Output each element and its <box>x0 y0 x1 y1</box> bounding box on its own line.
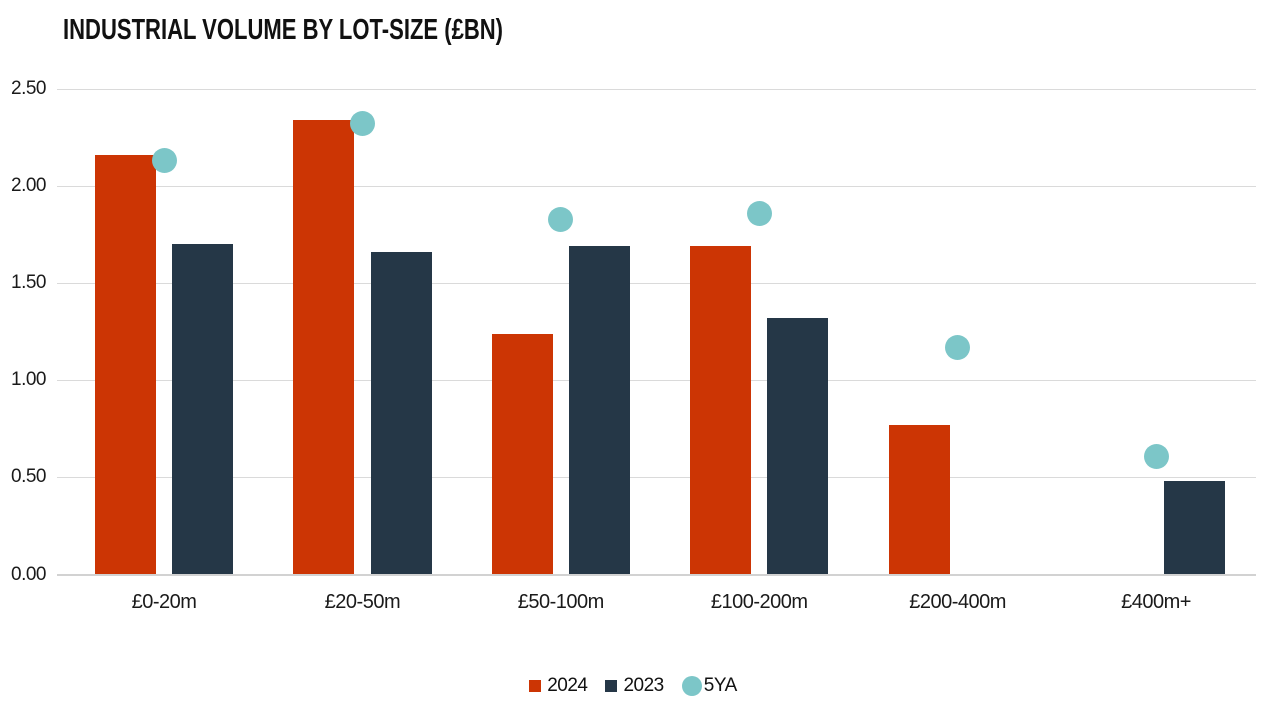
dot-5ya <box>1143 443 1169 469</box>
y-tick-label: 1.00 <box>11 369 46 391</box>
bar-2024 <box>491 333 553 575</box>
x-axis-label: £0-20m <box>131 591 197 613</box>
legend-swatch-5ya <box>681 676 702 696</box>
x-axis-line <box>57 573 1256 576</box>
legend-swatch-2023 <box>605 680 618 692</box>
bar-2024 <box>888 424 950 575</box>
gridline <box>57 282 1256 284</box>
bar-2023 <box>767 318 829 575</box>
x-axis-label: £50-100m <box>517 591 605 613</box>
dot-5ya <box>548 206 574 232</box>
bar-2024 <box>293 120 355 575</box>
gridline <box>57 88 1256 90</box>
x-axis-label: £400m+ <box>1121 591 1191 613</box>
bar-2024 <box>690 246 752 575</box>
y-tick-label: 1.50 <box>11 272 46 294</box>
dot-5ya <box>349 111 375 137</box>
legend-item-2024: 2024 <box>529 675 588 696</box>
dot-5ya <box>151 148 177 174</box>
chart-title: INDUSTRIAL VOLUME BY LOT-SIZE (£BN) <box>63 14 504 46</box>
dot-5ya <box>945 334 971 360</box>
dot-5ya <box>746 200 772 226</box>
y-tick-label: 0.00 <box>11 563 46 585</box>
y-tick-label: 2.00 <box>11 175 46 197</box>
bar-2023 <box>370 252 432 575</box>
x-axis-label: £100-200m <box>710 591 808 613</box>
bar-2023 <box>568 246 630 575</box>
legend-label: 2024 <box>547 675 588 696</box>
bar-2023 <box>1164 481 1226 575</box>
gridline <box>57 476 1256 478</box>
bar-2024 <box>94 155 156 575</box>
y-tick-label: 2.50 <box>11 78 46 99</box>
legend-item-2023: 2023 <box>605 675 664 696</box>
legend-item-5ya: 5YA <box>681 675 738 696</box>
gridline <box>57 185 1256 187</box>
legend-label: 2023 <box>623 675 664 696</box>
bar-2023 <box>172 244 234 575</box>
x-axis-label: £20-50m <box>324 591 401 613</box>
gridline <box>57 379 1256 381</box>
y-tick-label: 0.50 <box>11 466 46 488</box>
x-axis-label: £200-400m <box>909 591 1006 613</box>
legend-label: 5YA <box>703 675 738 696</box>
legend-swatch-2024 <box>529 680 542 692</box>
legend: 2024 2023 5YA <box>0 672 1266 700</box>
